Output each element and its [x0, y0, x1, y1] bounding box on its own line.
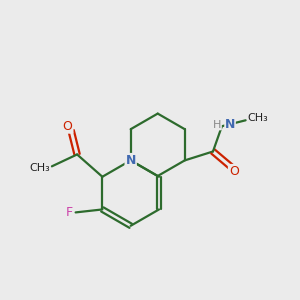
- Text: CH₃: CH₃: [29, 163, 50, 173]
- Text: F: F: [65, 206, 73, 219]
- Text: O: O: [63, 120, 73, 133]
- Text: N: N: [125, 154, 136, 167]
- Text: N: N: [225, 118, 235, 131]
- Text: O: O: [229, 165, 239, 178]
- Text: CH₃: CH₃: [248, 113, 268, 123]
- Text: H: H: [213, 120, 221, 130]
